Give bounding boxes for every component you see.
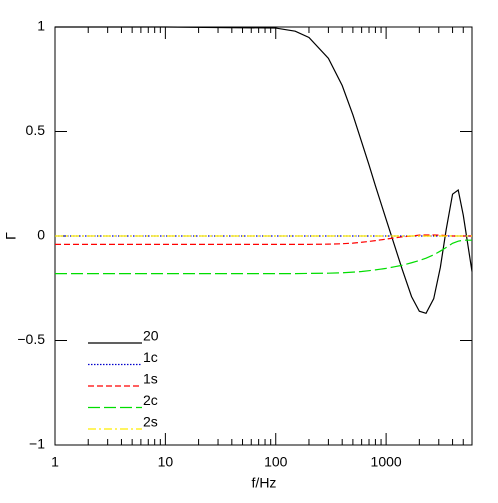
series-line [55, 239, 472, 275]
legend-label: 20 [143, 328, 159, 344]
x-axis-label: f/Hz [252, 475, 277, 491]
y-axis-label: Γ [3, 232, 19, 240]
y-tick-label: 1 [37, 18, 45, 34]
legend-label: 1s [143, 371, 158, 387]
y-tick-label: 0.5 [26, 122, 46, 138]
x-tick-label: 1000 [371, 454, 402, 470]
y-tick-label: 0 [37, 227, 45, 243]
legend-label: 2c [143, 392, 158, 408]
series-line [55, 234, 472, 245]
y-tick-label: −1 [29, 436, 45, 452]
legend-label: 2s [143, 414, 158, 430]
y-tick-label: −0.5 [17, 331, 45, 347]
x-tick-label: 10 [158, 454, 174, 470]
series-line [55, 26, 473, 315]
x-tick-label: 1 [51, 454, 59, 470]
legend-label: 1c [143, 349, 158, 365]
x-tick-label: 100 [264, 454, 288, 470]
